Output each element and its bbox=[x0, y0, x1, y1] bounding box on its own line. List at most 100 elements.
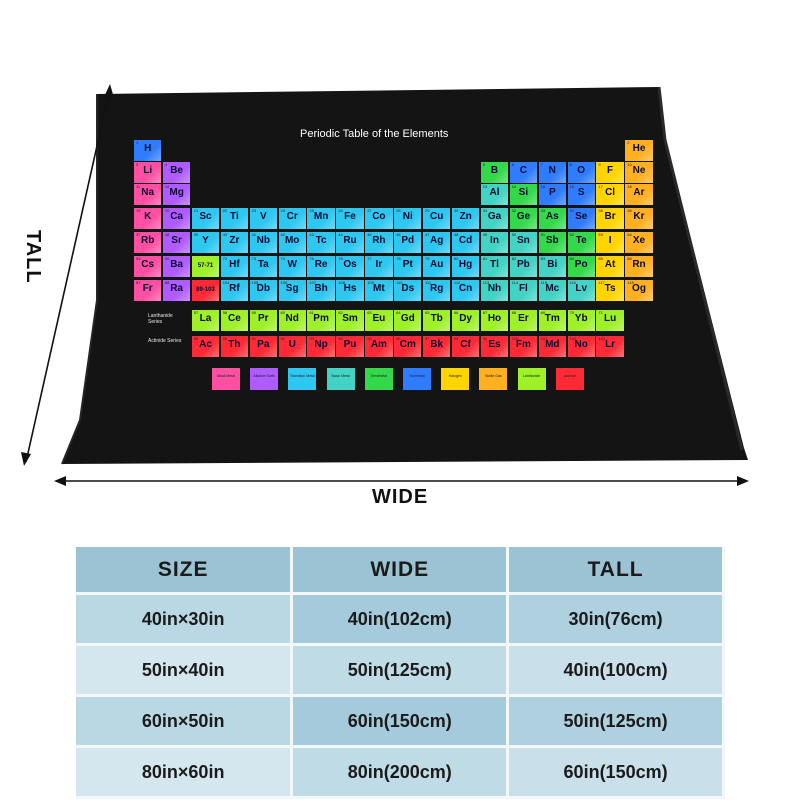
atomic-number: 21 bbox=[193, 208, 199, 213]
element-symbol: Fr bbox=[142, 283, 153, 294]
element-cell-sm: 62 Sm bbox=[336, 310, 364, 331]
atomic-number: 104 bbox=[222, 280, 230, 285]
element-cell-pa: 91 Pa bbox=[249, 336, 277, 357]
wide-label: WIDE bbox=[372, 486, 429, 508]
size-cell: 60in×50in bbox=[76, 695, 294, 748]
element-cell-si: 14 Si bbox=[509, 184, 538, 205]
atomic-number: 57 bbox=[193, 310, 199, 315]
atomic-number: 49 bbox=[482, 232, 488, 237]
element-cell-cu: 29 Cu bbox=[423, 208, 451, 229]
atomic-number: 79 bbox=[425, 256, 430, 261]
element-cell-hs: 108 Hs bbox=[336, 280, 364, 301]
element-symbol: Hg bbox=[458, 259, 473, 270]
element-cell-nh: 113 Nh bbox=[480, 280, 509, 301]
element-cell-ga: 31 Ga bbox=[480, 208, 509, 229]
element-symbol: Ne bbox=[632, 165, 646, 176]
element-cell-er: 68 Er bbox=[509, 310, 538, 331]
atomic-number: 112 bbox=[453, 280, 461, 285]
atomic-number: 2 bbox=[627, 140, 630, 145]
element-symbol: Cf bbox=[460, 339, 471, 350]
element-cell-pu: 94 Pu bbox=[336, 336, 364, 357]
element-cell-pb: 82 Pb bbox=[509, 256, 538, 277]
lanthanide-series-label: Lanthanide Series bbox=[148, 313, 173, 325]
tall-arrow bbox=[21, 84, 114, 466]
element-symbol: C bbox=[519, 165, 527, 176]
element-symbol: Mt bbox=[373, 283, 385, 294]
atomic-number: 20 bbox=[164, 208, 170, 213]
atomic-number: 117 bbox=[598, 280, 605, 285]
atomic-number: 43 bbox=[309, 232, 314, 237]
element-cell-ni: 28 Ni bbox=[394, 208, 422, 229]
element-cell-u: 92 U bbox=[278, 336, 306, 357]
atomic-number: 62 bbox=[338, 310, 343, 315]
element-cell-te: 52 Te bbox=[567, 232, 595, 253]
element-symbol: Co bbox=[372, 211, 386, 222]
legend-swatch-alkali: Alkali Metal bbox=[212, 368, 240, 390]
element-symbol: In bbox=[490, 235, 499, 246]
element-cell-pt: 78 Pt bbox=[394, 256, 422, 277]
atomic-number: 32 bbox=[511, 208, 517, 213]
element-symbol: Sm bbox=[342, 313, 358, 324]
atomic-number: 85 bbox=[598, 256, 603, 261]
element-cell-rn: 86 Rn bbox=[625, 256, 653, 277]
element-cell-tc: 43 Tc bbox=[307, 232, 335, 253]
element-symbol: Br bbox=[604, 211, 616, 222]
legend-swatch-halogen: Halogen bbox=[441, 368, 470, 390]
element-symbol: Cl bbox=[605, 187, 616, 198]
element-symbol: Lr bbox=[605, 339, 616, 350]
element-symbol: Ti bbox=[230, 211, 239, 222]
atomic-number: 60 bbox=[280, 310, 285, 315]
element-cell-in: 49 In bbox=[480, 232, 509, 253]
atomic-number: 34 bbox=[569, 208, 574, 213]
tall-label: TALL bbox=[22, 230, 44, 284]
element-cell-ge: 32 Ge bbox=[509, 208, 538, 229]
element-symbol: Sc bbox=[199, 211, 212, 222]
atomic-number: 37 bbox=[136, 232, 141, 237]
element-cell-md: 101 Md bbox=[538, 336, 566, 357]
element-symbol: Bk bbox=[430, 339, 444, 350]
element-cell-lu: 71 Lu bbox=[596, 310, 624, 331]
element-cell-es: 99 Es bbox=[480, 336, 509, 357]
element-symbol: La bbox=[199, 313, 212, 324]
element-cell-mo: 42 Mo bbox=[278, 232, 306, 253]
element-cell-he: 2 He bbox=[625, 140, 653, 161]
element-cell-ts: 117 Ts bbox=[596, 280, 624, 301]
element-cell-po: 84 Po bbox=[567, 256, 595, 277]
atomic-number: 16 bbox=[569, 184, 574, 189]
wide-cell: 50in(125cm) bbox=[291, 644, 510, 697]
atomic-number: 83 bbox=[540, 256, 546, 261]
atomic-number: 93 bbox=[309, 336, 314, 341]
element-cell-p: 15 P bbox=[538, 184, 566, 205]
element-symbol: Ca bbox=[170, 211, 183, 222]
element-cell-db: 105 Db bbox=[249, 280, 277, 301]
element-symbol: Pu bbox=[343, 339, 357, 350]
element-symbol: Cn bbox=[458, 283, 473, 294]
atomic-number: 42 bbox=[280, 232, 285, 237]
element-symbol: Rn bbox=[632, 259, 646, 270]
atomic-number: 8 bbox=[569, 162, 572, 167]
atomic-number: 50 bbox=[511, 232, 517, 237]
atomic-number: 82 bbox=[511, 256, 517, 261]
element-cell-i: 53 I bbox=[596, 232, 624, 253]
atomic-number: 115 bbox=[540, 280, 547, 285]
element-symbol: K bbox=[144, 211, 152, 222]
element-cell-bh: 107 Bh bbox=[307, 280, 335, 301]
element-symbol: 57-71 bbox=[197, 263, 214, 269]
element-symbol: H bbox=[144, 143, 152, 154]
element-symbol: Y bbox=[202, 235, 209, 246]
element-symbol: Am bbox=[370, 339, 387, 350]
element-cell-re: 75 Re bbox=[307, 256, 335, 277]
atomic-number: 38 bbox=[164, 232, 170, 237]
legend-label: Basic Metal bbox=[331, 374, 350, 378]
element-symbol: Cr bbox=[286, 211, 298, 222]
element-cell-th: 90 Th bbox=[220, 336, 249, 357]
element-symbol: Pt bbox=[402, 259, 413, 270]
tall-cell: 30in(76cm) bbox=[507, 593, 725, 646]
element-symbol: O bbox=[577, 165, 586, 176]
element-symbol: Eu bbox=[372, 313, 386, 324]
tall-column-header: TALL bbox=[507, 547, 725, 595]
atomic-number: 110 bbox=[396, 280, 403, 285]
atomic-number: 19 bbox=[136, 208, 141, 213]
